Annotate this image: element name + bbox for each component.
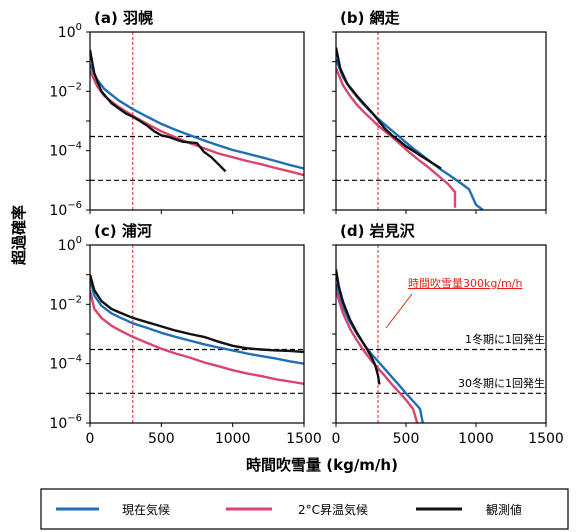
legend: 現在気候 2°C昇温気候 観測値 [40, 488, 569, 530]
panels: (a) 羽幌 100 10−2 10−4 10−6 (b) 網走 (c) 浦河 100 10−2… [49, 9, 563, 447]
panel-title: (a) 羽幌 [94, 9, 153, 27]
plot-frame [89, 31, 305, 211]
series-line-observed [90, 49, 227, 173]
series-line-current [90, 278, 304, 365]
panel-title: (c) 浦河 [94, 222, 152, 240]
x-tick-label: 1500 [528, 431, 564, 447]
panel-title: (b) 網走 [340, 9, 400, 27]
reference-lines [336, 32, 546, 210]
series-line-current [336, 283, 424, 423]
series-line-observed [90, 274, 304, 354]
series-line-observed [336, 269, 381, 385]
legend-label-observed: 観測値 [486, 502, 522, 517]
x-tick-label: 500 [393, 431, 420, 447]
legend-label-warming: 2°C昇温気候 [298, 502, 368, 517]
series-group [90, 49, 304, 177]
plot-frame [335, 31, 547, 211]
series-line-current [336, 58, 484, 210]
reference-lines [90, 32, 304, 210]
x-tick-label: 1000 [215, 431, 251, 447]
x-tick-label: 0 [86, 431, 95, 447]
panel-title: (d) 岩見沢 [340, 222, 416, 240]
series-line-warming [90, 289, 304, 385]
series-group [336, 47, 484, 210]
series-line-warming [336, 289, 419, 423]
series-line-observed [336, 47, 442, 170]
x-tick-label: 500 [148, 431, 175, 447]
y-tick-label: 10−4 [49, 354, 82, 373]
legend-box [40, 488, 569, 530]
plot-frame [89, 244, 305, 424]
series-group [90, 274, 304, 385]
panel-4: (d) 岩見沢 0 500 1000 1500 [332, 222, 564, 447]
once-per-winter-annotation: 1冬期に1回発生 [465, 332, 545, 346]
x-axis-title: 時間吹雪量 (kg/m/h) [246, 456, 398, 474]
y-tick-label: 10−4 [49, 141, 82, 160]
y-axis-title: 超過確率 [10, 205, 28, 266]
y-tick-label: 100 [58, 235, 82, 254]
legend-label-current: 現在気候 [122, 502, 170, 517]
panel-3: (c) 浦河 100 10−2 10−4 10−60 500 1000 1500 [49, 222, 321, 447]
x-tick-label: 1000 [458, 431, 494, 447]
once-per-30-winters-annotation: 30冬期に1回発生 [458, 376, 545, 390]
y-tick-label: 10−2 [49, 81, 82, 100]
series-group [336, 269, 424, 423]
x-tick-label: 0 [332, 431, 341, 447]
panel-2: (b) 網走 [332, 9, 547, 214]
panel-1: (a) 羽幌 100 10−2 10−4 10−6 [49, 9, 305, 219]
y-tick-label: 10−6 [49, 413, 82, 432]
threshold-annotation: 時間吹雪量300kg/m/h [408, 277, 522, 290]
series-line-current [90, 63, 304, 170]
reference-lines [336, 245, 546, 423]
series-line-warming [336, 67, 457, 208]
reference-lines [90, 245, 304, 423]
y-tick-label: 100 [58, 22, 82, 41]
y-tick-label: 10−2 [49, 294, 82, 313]
x-tick-label: 1500 [286, 431, 322, 447]
y-tick-label: 10−6 [49, 200, 82, 219]
annotation-leader-line [385, 293, 413, 329]
